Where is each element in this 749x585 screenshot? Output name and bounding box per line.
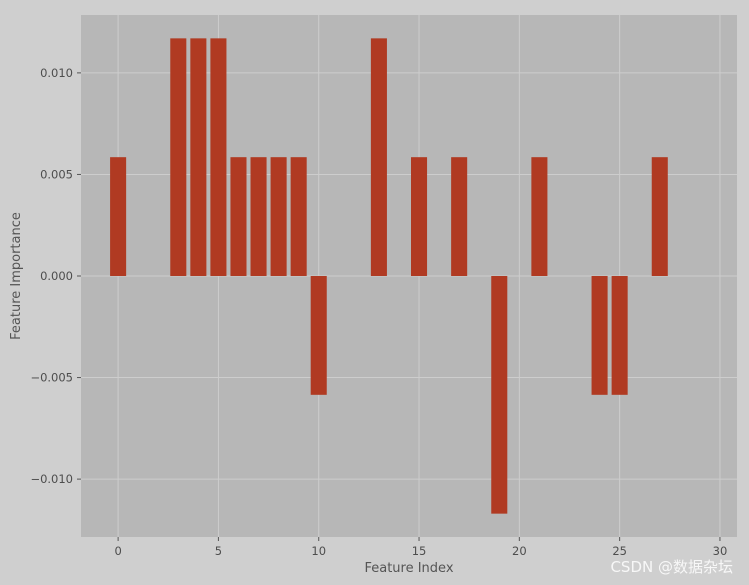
bar-feature-27 xyxy=(651,157,668,276)
bar-feature-21 xyxy=(531,157,548,276)
bar-feature-6 xyxy=(230,157,247,276)
x-tick-label: 15 xyxy=(412,544,427,558)
y-tick-label: −0.005 xyxy=(30,371,73,385)
bar-feature-10 xyxy=(310,276,327,395)
watermark: CSDN @数据杂坛 xyxy=(610,558,733,576)
x-tick-label: 5 xyxy=(215,544,222,558)
bar-feature-25 xyxy=(611,276,628,395)
bar-feature-19 xyxy=(491,276,508,514)
bar-feature-7 xyxy=(250,157,267,276)
y-tick-label: 0.005 xyxy=(40,167,73,181)
x-tick-label: 25 xyxy=(612,544,627,558)
bar-feature-13 xyxy=(370,38,387,277)
y-tick-labels: −0.010 −0.005 0.000 0.005 0.010 xyxy=(30,66,81,486)
y-tick-label: 0.000 xyxy=(40,269,73,283)
bars xyxy=(110,38,668,514)
x-axis-label: Feature Index xyxy=(364,561,453,576)
y-axis-label: Feature Importance xyxy=(9,212,24,340)
x-tick-labels: 0 5 10 15 20 25 30 xyxy=(114,537,727,558)
y-tick-label: 0.010 xyxy=(40,66,73,80)
bar-feature-0 xyxy=(110,157,127,276)
x-tick-label: 30 xyxy=(713,544,728,558)
x-tick-label: 0 xyxy=(114,544,121,558)
bar-feature-3 xyxy=(170,38,187,277)
x-tick-label: 10 xyxy=(311,544,326,558)
bar-feature-5 xyxy=(210,38,227,277)
bar-feature-24 xyxy=(591,276,608,395)
bar-feature-9 xyxy=(290,157,307,276)
x-tick-label: 20 xyxy=(512,544,527,558)
bar-feature-15 xyxy=(411,157,428,276)
bar-feature-4 xyxy=(190,38,207,277)
y-tick-label: −0.010 xyxy=(30,472,73,486)
bar-feature-8 xyxy=(270,157,287,276)
bar-feature-17 xyxy=(451,157,468,276)
